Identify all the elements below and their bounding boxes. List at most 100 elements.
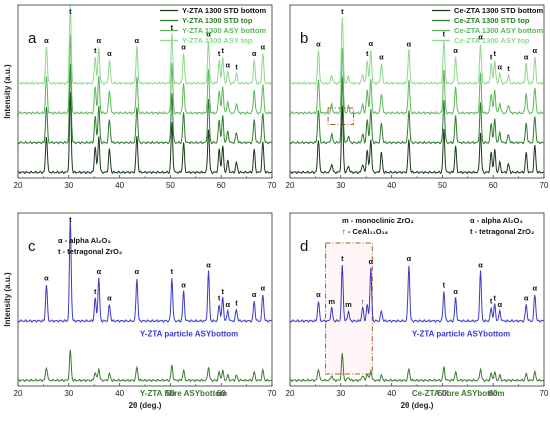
peak-label: α (524, 293, 529, 302)
peak-label: t (218, 49, 221, 58)
series-line-3 (17, 34, 272, 115)
note-text: α - alpha Al₂O₃ (58, 236, 111, 245)
series-line-4 (17, 5, 272, 86)
panel-letter: a (28, 30, 37, 47)
peak-label: α (261, 43, 266, 52)
x-tick-label: 30 (336, 389, 345, 398)
x-tick-label: 70 (268, 181, 277, 190)
x-tick-label: 30 (64, 389, 73, 398)
series-label: Ce-ZTA fibre ASYbottom (412, 389, 505, 398)
plot-frame (17, 212, 273, 387)
peak-label: t (235, 62, 238, 71)
peak-label: α (316, 39, 321, 48)
peak-label: t (493, 49, 496, 58)
peak-label: α (497, 300, 502, 309)
peak-label: α (407, 39, 412, 48)
peak-label: α (107, 293, 112, 302)
x-tick-label: 40 (115, 181, 124, 190)
peak-label: α (96, 36, 101, 45)
peak-label: α (225, 61, 230, 70)
peak-label: t (235, 298, 238, 307)
peak-label: α (135, 36, 140, 45)
peak-label: α (135, 267, 140, 276)
x-tick-label: 20 (14, 181, 23, 190)
peak-label: α (533, 46, 538, 55)
note-text: t - tetragonal ZrO₂ (470, 227, 534, 236)
series-line-3 (289, 48, 544, 115)
peak-label: α (107, 49, 112, 58)
peak-label: t (443, 280, 446, 289)
x-tick-label: 40 (387, 389, 396, 398)
panel-letter: b (300, 30, 308, 47)
peak-label: α (181, 43, 186, 52)
peak-label: t (69, 215, 72, 224)
x-tick-label: 50 (166, 389, 175, 398)
peak-label: α (407, 254, 412, 263)
peak-label: t (490, 52, 493, 61)
x-tick-label: 30 (336, 181, 345, 190)
peak-label: α (524, 52, 529, 61)
peak-label: t (341, 254, 344, 263)
series-line-2 (289, 76, 544, 145)
peak-label: t (341, 7, 344, 16)
peak-label: t (218, 293, 221, 302)
peak-label: α (478, 33, 483, 42)
peak-label: α (453, 287, 458, 296)
y-axis-label: Intensity (a.u.) (3, 64, 12, 119)
peak-label: t (366, 49, 369, 58)
x-tick-label: 70 (540, 181, 549, 190)
highlight-box (325, 242, 373, 375)
peak-label: t (69, 7, 72, 16)
x-tick-label: 20 (286, 389, 295, 398)
peak-label: α (497, 62, 502, 71)
peak-label: t (94, 46, 97, 55)
peak-label: α (368, 257, 373, 266)
y-axis-label: Intensity (a.u.) (3, 272, 12, 327)
x-tick-label: 70 (268, 389, 277, 398)
peak-label: α (453, 46, 458, 55)
x-tick-label: 50 (438, 389, 447, 398)
x-tick-label: 60 (217, 389, 226, 398)
x-tick-label: 60 (489, 389, 498, 398)
x-tick-label: 40 (387, 181, 396, 190)
peak-label: α (261, 284, 266, 293)
series-line-1 (17, 92, 272, 175)
peak-label: t (443, 29, 446, 38)
x-tick-label: 20 (14, 389, 23, 398)
x-tick-label: 50 (438, 181, 447, 190)
peak-label: t (221, 46, 224, 55)
panel-letter: c (28, 238, 36, 255)
series-line-1 (289, 105, 544, 175)
x-tick-label: 70 (540, 389, 549, 398)
peak-label: t (94, 287, 97, 296)
peak-label: α (96, 267, 101, 276)
peak-label: t (490, 297, 493, 306)
peak-label: α (206, 260, 211, 269)
note-text: t - tetragonal ZrO₂ (58, 247, 122, 256)
peak-label: m (328, 297, 335, 306)
legend-label: Ce-ZTA 1300 ASY bottom (454, 26, 544, 35)
x-tick-label: 50 (166, 181, 175, 190)
peak-label: t (221, 287, 224, 296)
series-line-2 (289, 264, 544, 323)
series-label: Y-ZTA particle ASYbottom (140, 330, 238, 339)
peak-label: α (225, 300, 230, 309)
x-tick-label: 60 (489, 181, 498, 190)
note-text: α - alpha Al₂O₃ (470, 216, 523, 225)
peak-label: t (507, 64, 510, 73)
peak-label: t (493, 293, 496, 302)
series-line-2 (17, 218, 272, 323)
legend-label: Ce-ZTA 1300 ASY top (454, 36, 530, 45)
peak-label: ↑ (361, 297, 365, 306)
note-text: m - monoclinic ZrO₂ (342, 216, 414, 225)
legend-label: Y-ZTA 1300 STD bottom (182, 6, 267, 15)
series-label: Y-ZTA fibre ASYbottom (140, 389, 227, 398)
peak-label: t (171, 23, 174, 32)
peak-label: α (379, 52, 384, 61)
x-tick-label: 20 (286, 181, 295, 190)
note-text: ↑ - CeAl₁₁O₁₈ (342, 227, 389, 236)
